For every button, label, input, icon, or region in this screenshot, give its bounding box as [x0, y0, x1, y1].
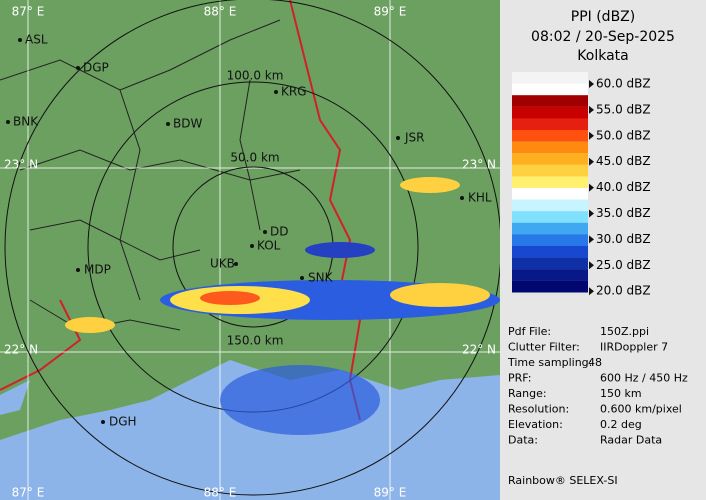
legend-label: 50.0 dBZ — [596, 128, 651, 142]
legend-label: 20.0 dBZ — [596, 284, 651, 298]
info-key: Time sampling: — [507, 356, 592, 369]
lon-label: 89° E — [374, 486, 407, 500]
footer: Rainbow® SELEX-SI — [508, 474, 618, 487]
info-value: 48 — [588, 356, 602, 369]
info-key: Elevation: — [508, 418, 563, 431]
title: PPI (dBZ) — [571, 9, 635, 25]
info-value: 0.2 deg — [600, 418, 642, 431]
info-value: Radar Data — [600, 434, 662, 447]
station: Kolkata — [577, 48, 628, 64]
lon-label: 88° E — [204, 5, 237, 19]
color-band — [512, 95, 588, 107]
color-band — [512, 211, 588, 223]
city-label: DD — [270, 225, 288, 239]
color-band — [512, 188, 588, 200]
color-band — [512, 130, 588, 142]
color-band — [512, 257, 588, 270]
city-label: BDW — [173, 117, 202, 131]
info-value: 600 Hz / 450 Hz — [600, 372, 688, 385]
info-value: IIRDoppler 7 — [600, 341, 668, 354]
legend-label: 45.0 dBZ — [596, 154, 651, 168]
lon-label: 87° E — [12, 486, 45, 500]
city-label: KRG — [281, 85, 307, 99]
info-key: PRF: — [508, 372, 531, 385]
info-key: Data: — [508, 434, 538, 447]
lon-label: 87° E — [12, 5, 45, 19]
city-label: SNK — [308, 271, 334, 285]
ring-label: 50.0 km — [230, 151, 279, 165]
legend-label: 35.0 dBZ — [596, 206, 651, 220]
city-label: KHL — [468, 191, 492, 205]
border — [289, 0, 362, 421]
city-label: UKB — [210, 257, 235, 271]
lat-label: 22° N — [4, 343, 38, 357]
lon-label: 88° E — [204, 486, 237, 500]
border — [0, 299, 82, 391]
radar-map: 87° E 88° E 89° E 87° E 88° E 89° E 23° N 22° N… — [0, 0, 500, 500]
info-key: Clutter Filter: — [508, 341, 580, 354]
echoes — [65, 177, 500, 435]
color-band — [512, 234, 588, 247]
color-band — [512, 106, 588, 119]
city-label: DGH — [109, 415, 137, 429]
color-band — [512, 246, 588, 258]
color-band — [512, 83, 588, 96]
color-band — [512, 269, 588, 281]
color-band — [512, 222, 588, 235]
city-label: BNK — [13, 115, 39, 129]
info-key: Resolution: — [508, 403, 569, 416]
ring-label: 150.0 km — [227, 334, 284, 348]
legend-arrow — [589, 261, 594, 270]
legend-label: 55.0 dBZ — [596, 102, 651, 116]
info-value: 150Z.ppi — [600, 325, 649, 338]
info-key: Range: — [508, 387, 547, 400]
legend-arrow — [589, 209, 594, 218]
time: 08:02 / 20-Sep-2025 — [531, 29, 675, 45]
city-dots — [6, 38, 464, 424]
color-band — [512, 72, 588, 84]
sea — [0, 380, 30, 415]
color-band — [512, 153, 588, 165]
color-band — [512, 164, 588, 177]
lon-label: 89° E — [374, 5, 407, 19]
city-label: DGP — [83, 61, 109, 75]
color-band — [512, 280, 588, 293]
legend-arrow — [589, 131, 594, 140]
legend-arrow — [589, 157, 594, 166]
legend-label: 40.0 dBZ — [596, 180, 651, 194]
city-label: ASL — [25, 33, 48, 47]
color-band — [512, 176, 588, 189]
legend-label: 60.0 dBZ — [596, 77, 651, 91]
info-value: 0.600 km/pixel — [600, 403, 682, 416]
city-label: KOL — [257, 239, 281, 253]
color-band — [512, 141, 588, 154]
grid — [0, 0, 500, 500]
color-band — [512, 199, 588, 212]
city-label: MDP — [84, 263, 111, 277]
info-panel: PPI (dBZ) 08:02 / 20-Sep-2025 Kolkata 60… — [507, 9, 688, 487]
city-label: JSR — [404, 131, 425, 145]
color-band — [512, 118, 588, 131]
color-scale — [512, 72, 588, 293]
ring-label: 100.0 km — [227, 69, 284, 83]
legend-label: 25.0 dBZ — [596, 258, 651, 272]
legend-arrow — [589, 235, 594, 244]
lat-label: 23° N — [4, 158, 38, 172]
info-key: Pdf File: — [508, 325, 551, 338]
legend-arrow — [589, 105, 594, 114]
legend-arrow — [589, 287, 594, 296]
info-value: 150 km — [600, 387, 642, 400]
legend-arrow — [589, 80, 594, 88]
legend-arrow — [589, 183, 594, 192]
lat-label: 22° N — [462, 343, 496, 357]
legend-label: 30.0 dBZ — [596, 232, 651, 246]
lat-label: 23° N — [462, 158, 496, 172]
